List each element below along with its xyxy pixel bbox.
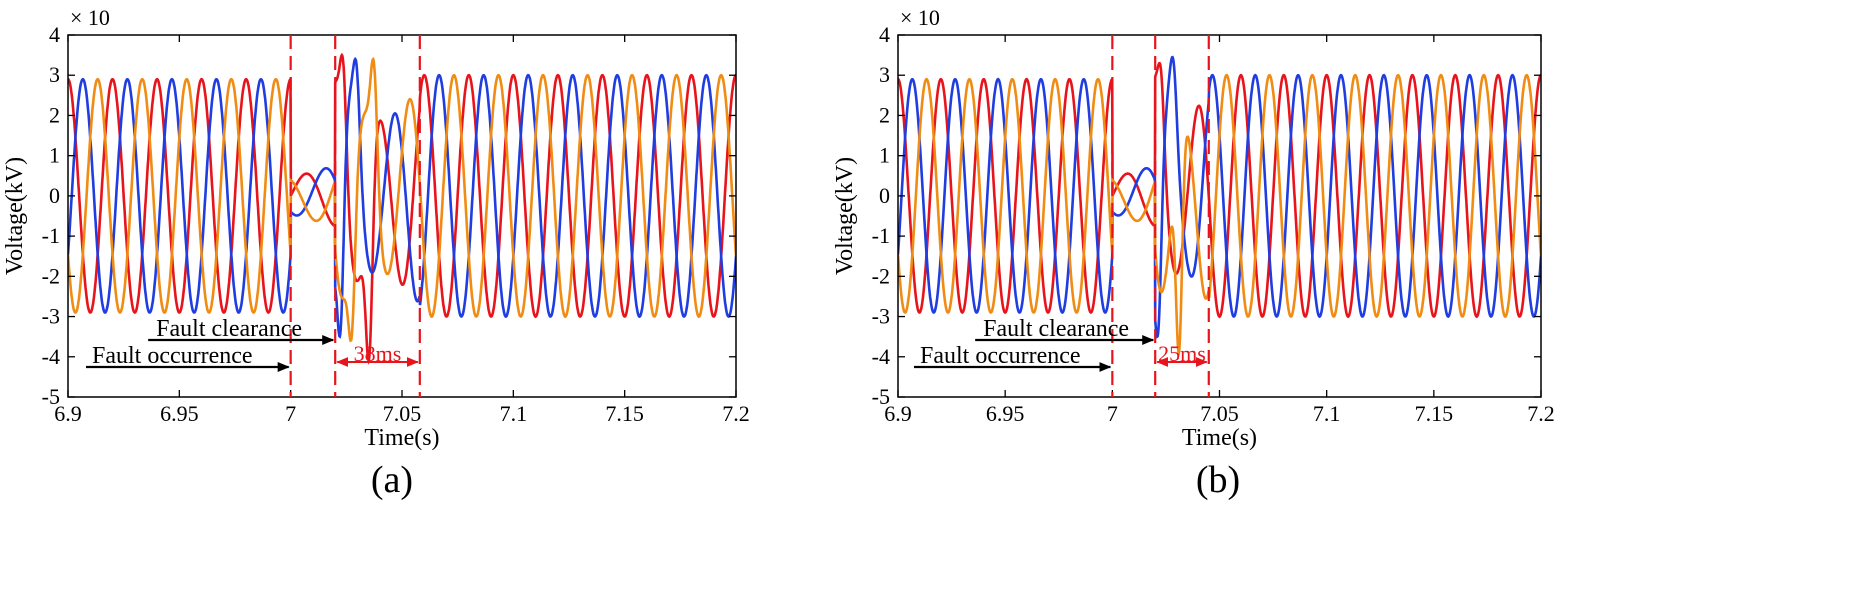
y-tick-label: -2 bbox=[872, 263, 890, 288]
y-tick-label: 3 bbox=[879, 62, 890, 87]
voltage-trace-phase-c bbox=[68, 57, 736, 343]
x-tick-label: 7.05 bbox=[383, 401, 422, 426]
y-axis-multiplier: × 10 bbox=[70, 5, 110, 30]
x-tick-label: 7 bbox=[1107, 401, 1118, 426]
y-tick-label: 3 bbox=[49, 62, 60, 87]
y-tick-label: 2 bbox=[879, 102, 890, 127]
x-tick-label: 7.05 bbox=[1200, 401, 1239, 426]
fault-clearance-label: Fault clearance bbox=[156, 316, 302, 342]
x-tick-label: 6.9 bbox=[54, 401, 82, 426]
x-tick-label: 7.2 bbox=[722, 401, 750, 426]
voltage-chart-a: 6.9 6.95 7 7.05 7.1 7.15 7.2 -5 -4 -3 -2 -1 0 1 2 3 4 × 1… bbox=[2, 5, 750, 501]
y-tick-label: -5 bbox=[42, 384, 60, 409]
y-tick-label: 0 bbox=[49, 183, 60, 208]
y-tick-label: 2 bbox=[49, 102, 60, 127]
x-axis-label: Time(s) bbox=[364, 425, 439, 451]
panel-label: (a) bbox=[371, 459, 413, 501]
duration-label: 38ms bbox=[354, 341, 402, 366]
panel-label: (b) bbox=[1196, 459, 1240, 501]
x-tick-label: 6.95 bbox=[160, 401, 199, 426]
x-tick-label: 7.15 bbox=[605, 401, 644, 426]
fault-occurrence-label: Fault occurrence bbox=[920, 343, 1081, 369]
y-tick-label: -4 bbox=[42, 344, 60, 369]
y-axis-label: Voltage(kV) bbox=[2, 157, 28, 275]
y-tick-label: -2 bbox=[42, 263, 60, 288]
y-tick-label: 4 bbox=[879, 22, 890, 47]
voltage-trace-phase-a bbox=[68, 52, 736, 365]
x-tick-label: 6.95 bbox=[986, 401, 1025, 426]
voltage-trace-phase-a bbox=[898, 61, 1541, 319]
duration-label: 25ms bbox=[1158, 341, 1206, 366]
x-tick-label: 7.2 bbox=[1527, 401, 1555, 426]
x-tick-label: 7.15 bbox=[1415, 401, 1454, 426]
y-tick-label: 4 bbox=[49, 22, 60, 47]
y-tick-label: -4 bbox=[872, 344, 890, 369]
y-tick-label: -1 bbox=[42, 223, 60, 248]
x-tick-label: 7.1 bbox=[500, 401, 528, 426]
fault-occurrence-label: Fault occurrence bbox=[92, 343, 253, 369]
voltage-chart-b: 6.9 6.95 7 7.05 7.1 7.15 7.2 -5 -4 -3 -2 -1 0 1 2 3 4 × 1… bbox=[832, 5, 1555, 501]
x-tick-label: 7.1 bbox=[1313, 401, 1341, 426]
y-tick-label: -3 bbox=[872, 304, 890, 329]
y-axis-multiplier: × 10 bbox=[900, 5, 940, 30]
y-tick-label: -5 bbox=[872, 384, 890, 409]
voltage-trace-phase-c bbox=[898, 73, 1541, 356]
x-tick-label: 6.9 bbox=[884, 401, 912, 426]
y-axis-label: Voltage(kV) bbox=[832, 157, 858, 275]
y-tick-label: 1 bbox=[879, 143, 890, 168]
y-tick-label: 1 bbox=[49, 143, 60, 168]
x-axis-label: Time(s) bbox=[1182, 425, 1257, 451]
y-tick-label: -3 bbox=[42, 304, 60, 329]
y-tick-label: -1 bbox=[872, 223, 890, 248]
y-tick-label: 0 bbox=[879, 183, 890, 208]
fault-clearance-label: Fault clearance bbox=[983, 316, 1129, 342]
x-tick-label: 7 bbox=[285, 401, 296, 426]
